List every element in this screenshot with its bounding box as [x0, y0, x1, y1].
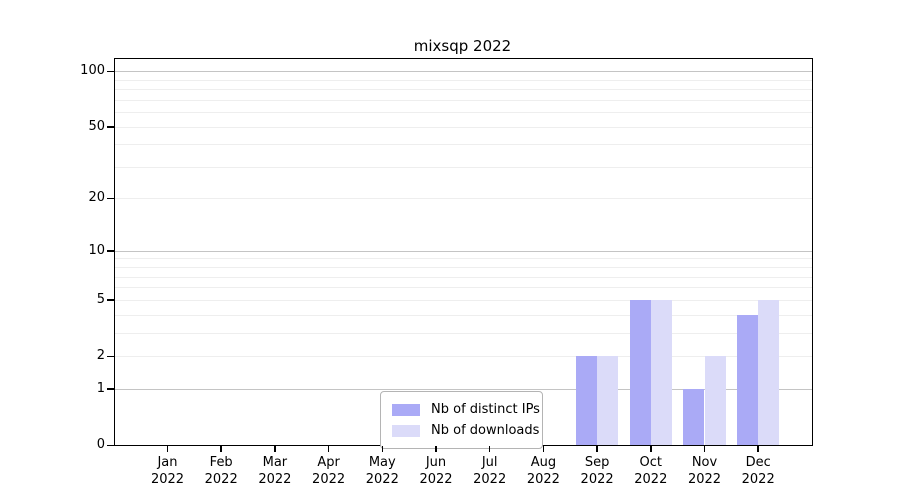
- x-tick-feb: [220, 446, 222, 452]
- bar-downloads-dec: [758, 299, 780, 445]
- x-tick-label-jun: Jun 2022: [419, 455, 453, 487]
- gridline-40: [115, 144, 812, 146]
- legend-label-distinct-ips: Nb of distinct IPs: [431, 402, 540, 417]
- x-tick-label-apr: Apr 2022: [312, 455, 346, 487]
- y-tick-label-10: 10: [88, 242, 105, 258]
- legend-swatch-downloads: [392, 424, 420, 437]
- x-tick-label-nov: Nov 2022: [687, 455, 722, 487]
- bar-downloads-sep: [597, 356, 619, 445]
- gridline-10: [115, 250, 812, 252]
- y-tick-label-5: 5: [96, 291, 105, 307]
- x-tick-oct: [650, 446, 652, 452]
- y-tick-label-0: 0: [96, 437, 105, 452]
- x-tick-nov: [703, 446, 706, 452]
- y-tick-label-50: 50: [88, 118, 105, 134]
- gridline-80: [115, 89, 812, 91]
- gridline-1: [115, 388, 812, 390]
- bar-distinct-ips-nov: [683, 388, 705, 445]
- gridline-50: [115, 126, 812, 128]
- y-tick-0: [107, 444, 114, 446]
- x-tick-label-sep: Sep 2022: [580, 455, 614, 487]
- plot-area: Nb of distinct IPs Nb of downloads 100 50…: [80, 58, 813, 487]
- x-tick-aug: [542, 446, 545, 452]
- x-tick-jan: [166, 446, 169, 452]
- legend-label-downloads: Nb of downloads: [431, 423, 540, 438]
- x-tick-label-may: May 2022: [365, 455, 399, 487]
- y-tick-label-2: 2: [96, 348, 105, 363]
- bar-distinct-ips-dec: [737, 314, 759, 445]
- bar-distinct-ips-sep: [575, 356, 598, 445]
- gridline-9: [115, 258, 812, 260]
- x-tick-label-jul: Jul 2022: [473, 455, 507, 487]
- y-tick-label-20: 20: [88, 190, 105, 206]
- y-tick-2: [107, 355, 114, 357]
- x-tick-sep: [596, 446, 598, 452]
- x-tick-mar: [274, 446, 276, 452]
- gridline-7: [115, 276, 812, 278]
- x-tick-label-dec: Dec 2022: [741, 455, 775, 487]
- gridline-60: [115, 112, 812, 114]
- x-tick-label-aug: Aug 2022: [526, 455, 560, 487]
- x-tick-label-feb: Feb 2022: [204, 455, 238, 487]
- gridline-8: [115, 267, 812, 269]
- gridline-2: [115, 356, 812, 357]
- gridline-30: [115, 166, 812, 168]
- y-tick-20: [107, 197, 114, 200]
- y-tick-100: [107, 70, 114, 73]
- y-tick-10: [107, 250, 114, 252]
- gridline-100: [115, 71, 812, 73]
- x-tick-label-mar: Mar 2022: [258, 455, 292, 487]
- gridline-70: [115, 99, 812, 101]
- legend-swatch-distinct-ips: [392, 403, 420, 416]
- x-tick-may: [381, 446, 384, 452]
- legend-row-distinct-ips: Nb of distinct IPs: [392, 399, 540, 420]
- gridline-3: [115, 332, 812, 334]
- chart-title: mixsqp 2022: [413, 37, 512, 55]
- y-tick-label-100: 100: [80, 63, 105, 79]
- bar-distinct-ips-oct: [629, 299, 651, 445]
- x-tick-apr: [327, 446, 330, 452]
- x-tick-label-oct: Oct 2022: [634, 455, 668, 487]
- y-tick-1: [107, 388, 114, 390]
- x-tick-jul: [488, 446, 491, 452]
- y-tick-label-1: 1: [96, 380, 105, 396]
- gridline-20: [115, 198, 812, 200]
- bar-downloads-nov: [704, 356, 726, 445]
- gridline-4: [115, 314, 812, 316]
- x-tick-dec: [757, 446, 759, 452]
- gridline-90: [115, 79, 812, 81]
- y-tick-50: [107, 126, 114, 128]
- x-tick-jun: [435, 446, 437, 452]
- gridline-5: [115, 299, 812, 301]
- bar-downloads-oct: [650, 299, 672, 445]
- legend-row-downloads: Nb of downloads: [392, 420, 539, 441]
- gridline-6: [115, 287, 812, 289]
- x-tick-label-jan: Jan 2022: [150, 455, 185, 487]
- legend: Nb of distinct IPs Nb of downloads: [380, 391, 543, 449]
- y-tick-5: [107, 299, 114, 301]
